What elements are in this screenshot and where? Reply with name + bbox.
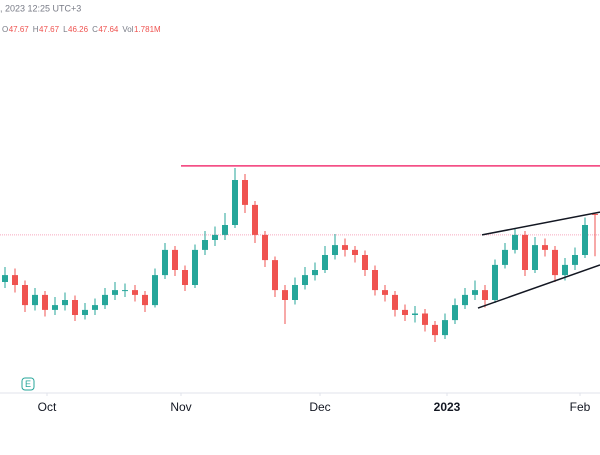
earnings-label: E	[25, 379, 31, 389]
candle-body	[182, 270, 188, 285]
candle-body	[352, 249, 358, 255]
candle-body	[542, 245, 548, 250]
candle-body	[452, 305, 458, 321]
candle-body	[502, 249, 508, 265]
candle-body	[562, 264, 568, 276]
legend-label: L	[63, 25, 68, 34]
legend-label: C	[92, 25, 98, 34]
header: , 2023 12:25 UTC+3	[0, 3, 81, 13]
candle-body	[12, 275, 18, 285]
candle-body	[232, 180, 238, 225]
candle-body	[172, 249, 178, 270]
candle-body	[532, 245, 538, 270]
legend-label: O	[2, 25, 8, 34]
candle-body	[592, 213, 598, 215]
candle-body	[552, 249, 558, 276]
candle-body	[362, 255, 368, 270]
candle-body	[192, 249, 198, 285]
candle-body	[492, 264, 498, 300]
candle-body	[2, 275, 8, 282]
candle-body	[52, 305, 58, 310]
candle-body	[272, 260, 278, 291]
legend-value: 46.26	[68, 25, 89, 34]
candle-body	[132, 290, 138, 295]
candle-body	[342, 245, 348, 250]
candle-body	[62, 300, 68, 306]
candle-body	[112, 290, 118, 295]
x-tick-label: Dec	[309, 400, 330, 414]
candle-body	[402, 309, 408, 315]
candle-body	[102, 294, 108, 306]
candle-body	[472, 290, 478, 295]
ohlc-legend: O 47.67 H 47.67 L 46.26 C 47.64 Vol 1.781M	[2, 25, 161, 34]
candle-body	[572, 255, 578, 265]
legend-label: Vol	[122, 25, 133, 34]
candle-body	[382, 290, 388, 295]
legend-label: H	[33, 25, 39, 34]
x-tick-label: 2023	[434, 400, 461, 414]
candle-body	[482, 290, 488, 300]
candle-body	[512, 234, 518, 250]
candle-body	[142, 294, 148, 306]
candle-body	[412, 313, 418, 315]
candle-body	[82, 309, 88, 315]
legend-value: 1.781M	[134, 25, 161, 34]
candle-body	[282, 290, 288, 300]
x-tick-label: Oct	[38, 400, 57, 414]
candle-body	[122, 290, 128, 292]
candle-body	[252, 204, 258, 235]
trend-line	[481, 211, 600, 236]
candle-body	[312, 270, 318, 276]
candle-body	[162, 249, 168, 276]
candle-body	[92, 305, 98, 310]
candle-body	[212, 234, 218, 240]
earnings-marker	[21, 377, 35, 391]
trend-line	[477, 264, 600, 309]
legend-value: 47.64	[98, 25, 119, 34]
candle-body	[242, 180, 248, 205]
x-tick-label: Nov	[170, 400, 191, 414]
x-tick-label: Feb	[570, 400, 591, 414]
candle-body	[372, 270, 378, 291]
candle-body	[442, 320, 448, 336]
candle-body	[42, 294, 48, 310]
candle-body	[582, 225, 588, 255]
candle-body	[332, 245, 338, 255]
candle-body	[72, 300, 78, 315]
candle-body	[32, 294, 38, 306]
candle-body	[302, 275, 308, 285]
candle-body	[202, 240, 208, 250]
legend-value: 47.67	[39, 25, 60, 34]
candle-body	[22, 285, 28, 306]
candle-body	[262, 234, 268, 261]
candle-body	[392, 294, 398, 310]
candle-body	[152, 275, 158, 306]
candle-body	[432, 324, 438, 336]
legend-value: 47.67	[9, 25, 30, 34]
candle-body	[222, 225, 228, 235]
candle-body	[422, 313, 428, 325]
candle-body	[322, 255, 328, 270]
candle-body	[522, 234, 528, 270]
candle-body	[292, 285, 298, 300]
candle-body	[462, 294, 468, 306]
